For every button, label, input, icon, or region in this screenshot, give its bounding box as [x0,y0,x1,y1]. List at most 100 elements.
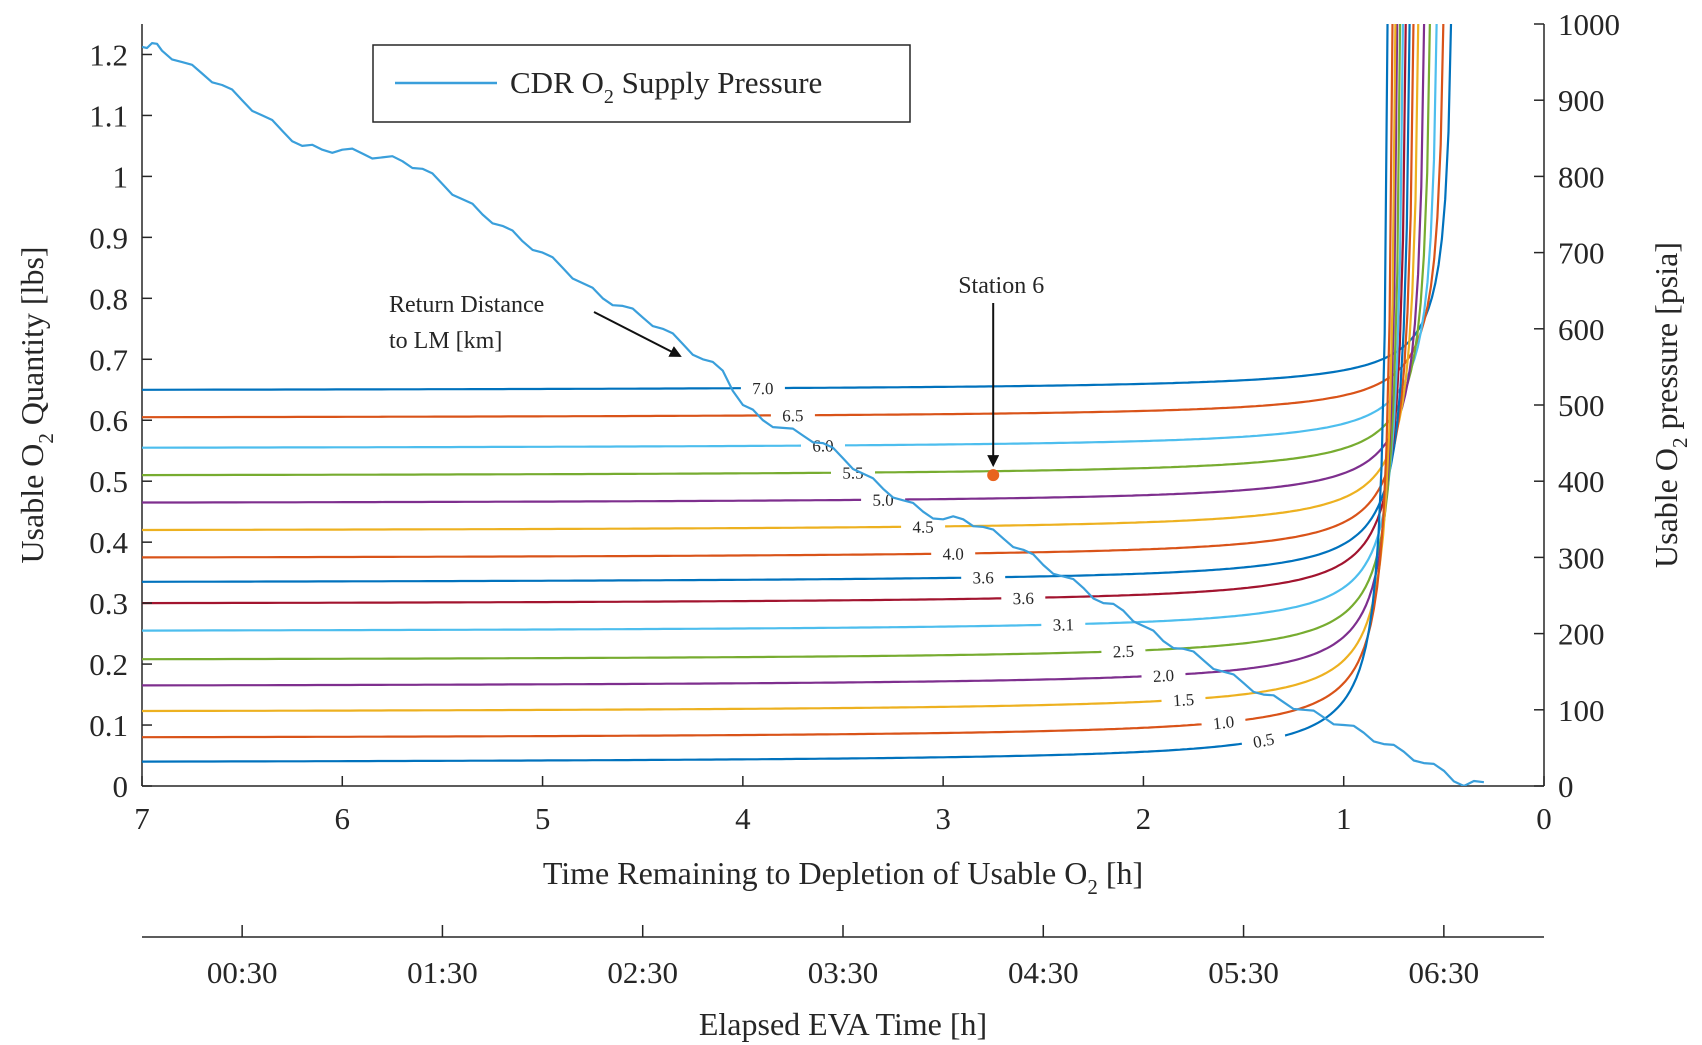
contour-label-bg [830,461,876,484]
contour-label-bg [770,404,815,427]
contour-line [142,24,1397,713]
contour-label: 4.0 [942,544,963,563]
left-tick-label: 0.3 [89,586,128,621]
elapsed-tick-label: 02:30 [607,955,678,990]
bottom-tick-label: 7 [134,801,150,836]
left-axis-title-sub: 2 [34,433,58,444]
contour-label-group: 2.5 [1101,639,1146,663]
bottom-axis-title: Time Remaining to Depletion of Usable O2… [543,855,1143,899]
elapsed-tick-label: 00:30 [207,955,278,990]
contour-label: 0.5 [1252,730,1276,753]
right-tick-label: 300 [1558,540,1605,575]
bottom-tick-label: 0 [1536,801,1552,836]
bottom-axis-title-sub: 2 [1087,875,1098,899]
station-label: Station 6 [958,273,1044,299]
legend: CDR O2 Supply Pressure [372,44,911,123]
right-tick-label: 900 [1558,83,1605,118]
contour-label-bg [900,515,946,538]
contour-line [142,24,1426,504]
left-tick-label: 0.8 [89,281,128,316]
legend-label-prefix: CDR O [510,65,604,100]
contour-label-group: 4.5 [900,515,946,538]
left-axis-title-suffix: Quantity [lbs] [14,246,50,433]
elapsed-tick-label: 01:30 [407,955,478,990]
legend-label-suffix: Supply Pressure [614,65,822,100]
contour-label-group: 3.6 [961,566,1006,589]
station-point [987,469,1000,482]
contour-label-bg [1239,725,1288,756]
contour-label-bg [961,566,1006,589]
left-tick-label: 1.2 [89,37,128,72]
contour-line [142,24,1420,532]
contour-label-bg [1140,663,1187,688]
contour-label: 2.5 [1112,642,1134,662]
return-distance-text: Return Distance to LM [km] [389,292,550,354]
plot-frame [141,24,1545,787]
legend-label: CDR O2 Supply Pressure [510,65,822,108]
right-axis-title-prefix: Usable O [1648,448,1684,568]
return-distance-arrow [593,311,682,357]
elapsed-tick-label: 04:30 [1008,955,1079,990]
contour-label-bg [1101,639,1146,663]
elapsed-tick-label: 03:30 [808,955,879,990]
bottom-axis-title-prefix: Time Remaining to Depletion of Usable O [543,855,1088,891]
contour-line [142,24,1405,632]
right-tick-label: 800 [1558,159,1605,194]
contour-line [142,24,1399,687]
left-axis-ticks: 0 0.1 0.2 0.3 0.4 0.5 0.6 0.7 0.8 0.9 1 1.1 1.2 [89,37,152,804]
contour-line [142,24,1438,449]
contour-label: 3.6 [972,568,994,587]
bottom-tick-label: 3 [935,801,951,836]
contour-label-bg [861,488,906,511]
contour-label-group: 0.5 [1239,725,1288,756]
elapsed-axis-title: Elapsed EVA Time [h] [699,1006,987,1042]
contour-label-group: 7.0 [740,376,785,400]
left-tick-label: 0.1 [89,708,128,743]
left-tick-label: 0.2 [89,647,128,682]
left-tick-label: 0.5 [89,464,128,499]
contour-label: 1.5 [1172,690,1194,710]
contour-line [142,24,1453,391]
right-axis-title: Usable O2 pressure [psia] [1648,242,1692,568]
contour-label-bg [1001,586,1046,610]
return-distance-line-2: to LM [km] [389,328,502,354]
contour-label: 5.5 [842,464,863,483]
bottom-tick-label: 2 [1136,801,1152,836]
right-axis-title-suffix: pressure [psia] [1648,242,1684,437]
right-tick-label: 700 [1558,236,1605,271]
contour-label-group: 3.6 [1001,586,1046,610]
left-axis-title: Usable O2 Quantity [lbs] [14,246,58,563]
contour-label-bg [1160,687,1207,712]
contour-labels: 7.0 6.5 6.0 5.5 5.0 4.5 4.0 3.6 3.6 3.1 2.5 2.0 1.5 1… [740,376,1288,756]
elapsed-axis: 00:30 01:30 02:30 03:30 04:30 05:30 06:30 Elap… [142,925,1544,1042]
contour-label-bg [800,434,846,457]
left-tick-label: 0.7 [89,342,128,377]
bottom-tick-label: 1 [1336,801,1352,836]
right-tick-label: 600 [1558,312,1605,347]
elapsed-tick-label: 06:30 [1409,955,1480,990]
contour-label-bg [1041,612,1086,636]
contour-line [142,24,1394,739]
right-axis-ticks: 0 100 200 300 400 500 600 700 800 900 1000 [1534,7,1620,804]
contour-line [142,24,1402,661]
left-axis-title-prefix: Usable O [14,444,50,564]
contour-line [142,24,1407,605]
station-annotation: Station 6 [958,273,1044,482]
elapsed-axis-ticks: 00:30 01:30 02:30 03:30 04:30 05:30 06:30 [207,925,1479,990]
contour-label-bg [740,376,785,400]
return-distance-line-1: Return Distance [389,292,544,318]
right-tick-label: 200 [1558,617,1605,652]
contour-label-group: 3.1 [1041,612,1086,636]
contour-label-group: 1.5 [1160,687,1207,712]
right-tick-label: 400 [1558,464,1605,499]
left-tick-label: 0.6 [89,403,128,438]
contour-label: 4.5 [912,517,933,536]
right-tick-label: 500 [1558,388,1605,423]
left-tick-label: 0.9 [89,220,128,255]
left-tick-label: 0 [113,769,129,804]
contour-label: 7.0 [752,379,773,398]
right-tick-label: 0 [1558,769,1574,804]
contour-label: 5.0 [872,491,893,510]
contour-label-group: 1.0 [1200,709,1247,736]
